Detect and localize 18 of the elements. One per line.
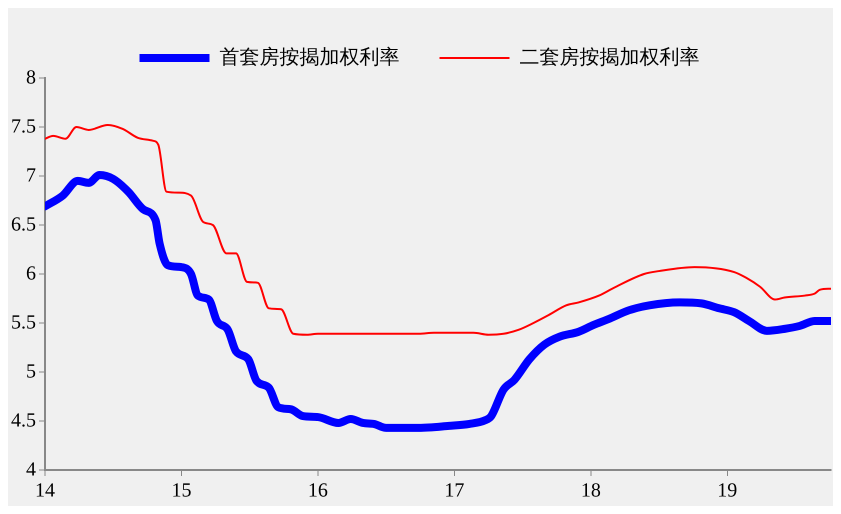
x-tick-label: 14 bbox=[35, 479, 55, 502]
y-tick-label: 5.5 bbox=[11, 311, 36, 334]
x-tick-label: 18 bbox=[580, 479, 601, 502]
y-tick-label: 7.5 bbox=[11, 115, 36, 138]
x-tick-label: 17 bbox=[444, 479, 464, 502]
x-tick-label: 15 bbox=[171, 479, 192, 502]
legend-label: 二套房按揭加权利率 bbox=[520, 46, 700, 68]
x-tick-label: 16 bbox=[308, 479, 328, 502]
y-tick-label: 5 bbox=[26, 360, 36, 382]
legend-label: 首套房按揭加权利率 bbox=[220, 46, 400, 68]
y-tick-label: 4.5 bbox=[11, 409, 36, 432]
x-tick-label: 19 bbox=[717, 479, 738, 502]
y-tick-label: 6 bbox=[26, 262, 36, 284]
y-tick-label: 8 bbox=[26, 66, 36, 88]
y-tick-label: 4 bbox=[26, 458, 36, 480]
y-tick-label: 6.5 bbox=[11, 213, 36, 236]
y-tick-label: 7 bbox=[26, 164, 36, 186]
line-series bbox=[45, 124, 831, 336]
